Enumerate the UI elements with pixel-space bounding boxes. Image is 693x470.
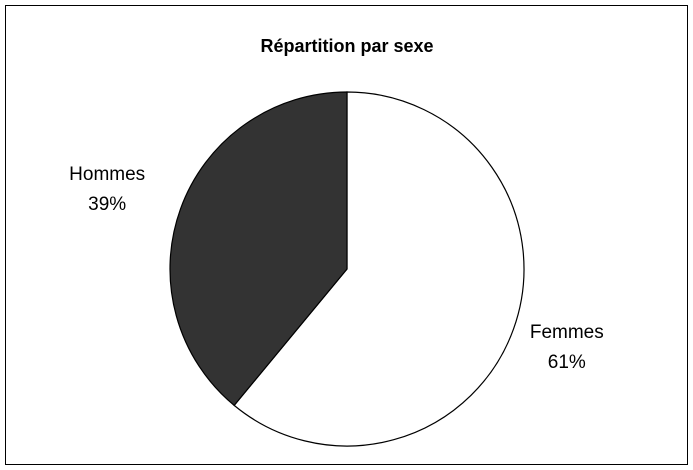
pie-slice xyxy=(169,91,348,407)
slice-label: Hommes xyxy=(69,164,145,185)
pie-slice xyxy=(233,91,525,447)
slice-value-label: 61% xyxy=(548,352,586,373)
chart-title: Répartition par sexe xyxy=(260,36,433,56)
slice-value-label: 39% xyxy=(88,194,126,215)
slice-label: Femmes xyxy=(530,322,604,343)
